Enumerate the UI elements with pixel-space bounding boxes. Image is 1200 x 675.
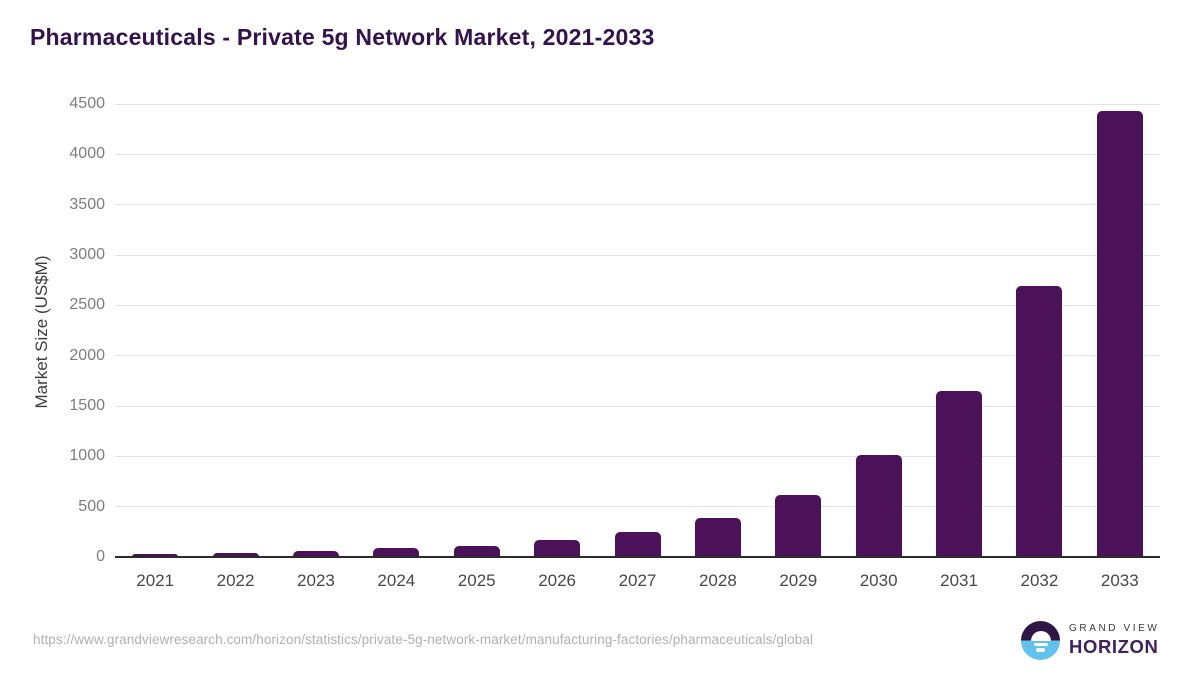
horizon-sun-icon xyxy=(1021,621,1060,660)
x-tick-label-2032: 2032 xyxy=(1020,571,1059,590)
x-tick-label-2031: 2031 xyxy=(940,571,978,590)
gridline-1000 xyxy=(115,455,1160,457)
x-tick-label-2024: 2024 xyxy=(377,571,416,590)
bar-2024 xyxy=(373,548,420,557)
gridline-1500 xyxy=(115,405,1160,407)
bar-2025 xyxy=(453,545,500,557)
y-tick-label-4500: 4500 xyxy=(69,95,105,112)
bar-2021 xyxy=(132,554,179,557)
bar-2029 xyxy=(775,494,822,557)
gridline-3000 xyxy=(115,254,1160,256)
y-tick-label-3500: 3500 xyxy=(69,195,105,213)
gridline-3500 xyxy=(115,204,1160,206)
gridline-2500 xyxy=(115,304,1160,306)
bar-2027 xyxy=(614,531,661,557)
gridline-500 xyxy=(115,506,1160,508)
y-tick-label-3000: 3000 xyxy=(69,246,105,263)
bar-2030 xyxy=(855,455,902,557)
y-tick-label-2500: 2500 xyxy=(69,296,105,314)
x-tick-label-2021: 2021 xyxy=(136,571,175,590)
y-tick-label-1000: 1000 xyxy=(69,447,105,465)
source-url: https://www.grandviewresearch.com/horizo… xyxy=(33,632,814,647)
grand-view-horizon-logo: GRAND VIEW HORIZON xyxy=(1021,621,1159,660)
logo-brand-line2: HORIZON xyxy=(1069,636,1159,657)
chart-title: Pharmaceuticals - Private 5g Network Mar… xyxy=(30,24,655,50)
bar-2028 xyxy=(694,518,741,557)
x-tick-label-2026: 2026 xyxy=(538,571,577,590)
y-tick-label-0: 0 xyxy=(96,548,105,565)
y-axis-title: Market Size (US$M) xyxy=(32,255,51,409)
x-tick-label-2029: 2029 xyxy=(779,571,818,590)
bar-2023 xyxy=(292,550,339,557)
reflection-bar-2 xyxy=(1036,648,1045,652)
bar-2032 xyxy=(1016,285,1063,557)
x-tick-label-2030: 2030 xyxy=(859,571,898,590)
reflection-bar-1 xyxy=(1033,642,1048,646)
x-tick-label-2028: 2028 xyxy=(698,571,737,590)
bar-2026 xyxy=(534,540,581,557)
x-tick-label-2022: 2022 xyxy=(216,571,255,590)
x-tick-label-2023: 2023 xyxy=(297,571,335,590)
logo-wordmark: GRAND VIEW HORIZON xyxy=(1069,623,1159,658)
bar-2031 xyxy=(936,390,983,557)
y-tick-label-1500: 1500 xyxy=(69,397,105,414)
logo-brand-line1: GRAND VIEW xyxy=(1069,623,1160,634)
gridline-4500 xyxy=(115,103,1160,105)
bar-2022 xyxy=(212,552,259,557)
gridline-4000 xyxy=(115,153,1160,155)
y-tick-label-4000: 4000 xyxy=(69,145,105,163)
y-tick-label-2000: 2000 xyxy=(69,346,105,364)
gridline-2000 xyxy=(115,355,1160,357)
y-tick-label-500: 500 xyxy=(78,497,105,515)
sun-shape xyxy=(1030,630,1051,641)
x-tick-label-2027: 2027 xyxy=(618,571,657,590)
bar-2033 xyxy=(1096,111,1143,557)
x-tick-label-2033: 2033 xyxy=(1100,571,1139,590)
x-axis-line xyxy=(115,556,1160,558)
x-tick-label-2025: 2025 xyxy=(457,571,496,590)
